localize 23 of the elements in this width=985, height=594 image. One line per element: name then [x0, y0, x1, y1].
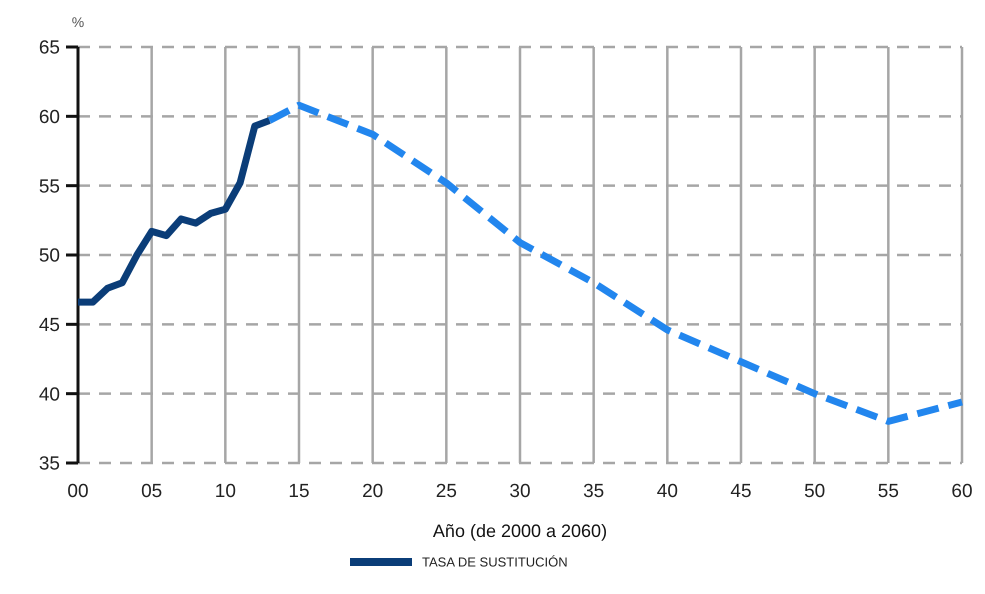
x-tick-label: 10	[214, 481, 236, 502]
y-tick-label: 50	[38, 246, 60, 267]
y-tick-label: 65	[38, 38, 60, 59]
y-tick-label: 60	[38, 106, 60, 128]
y-tick-label: 35	[38, 454, 60, 475]
y-tick-label: 40	[38, 384, 60, 406]
x-tick-label: 00	[67, 481, 89, 502]
x-tick-label: 30	[509, 481, 531, 502]
legend-label: TASA DE SUSTITUCIÓN	[422, 554, 568, 570]
x-tick-label: 35	[583, 481, 604, 502]
x-tick-label: 45	[730, 481, 752, 502]
x-axis-title: Año (de 2000 a 2060)	[432, 521, 608, 541]
y-tick-label: 55	[38, 176, 60, 198]
x-tick-label: 25	[436, 481, 457, 502]
y-tick-label: 45	[38, 314, 60, 336]
x-tick-label: 40	[656, 481, 678, 502]
x-tick-label: 50	[804, 481, 826, 502]
x-tick-label: 15	[288, 481, 310, 502]
x-tick-label: 60	[951, 481, 973, 502]
x-tick-label: 55	[878, 481, 899, 502]
x-tick-label: 05	[141, 481, 162, 502]
x-tick-label: 20	[362, 481, 384, 502]
y-axis-title: %	[72, 14, 84, 30]
